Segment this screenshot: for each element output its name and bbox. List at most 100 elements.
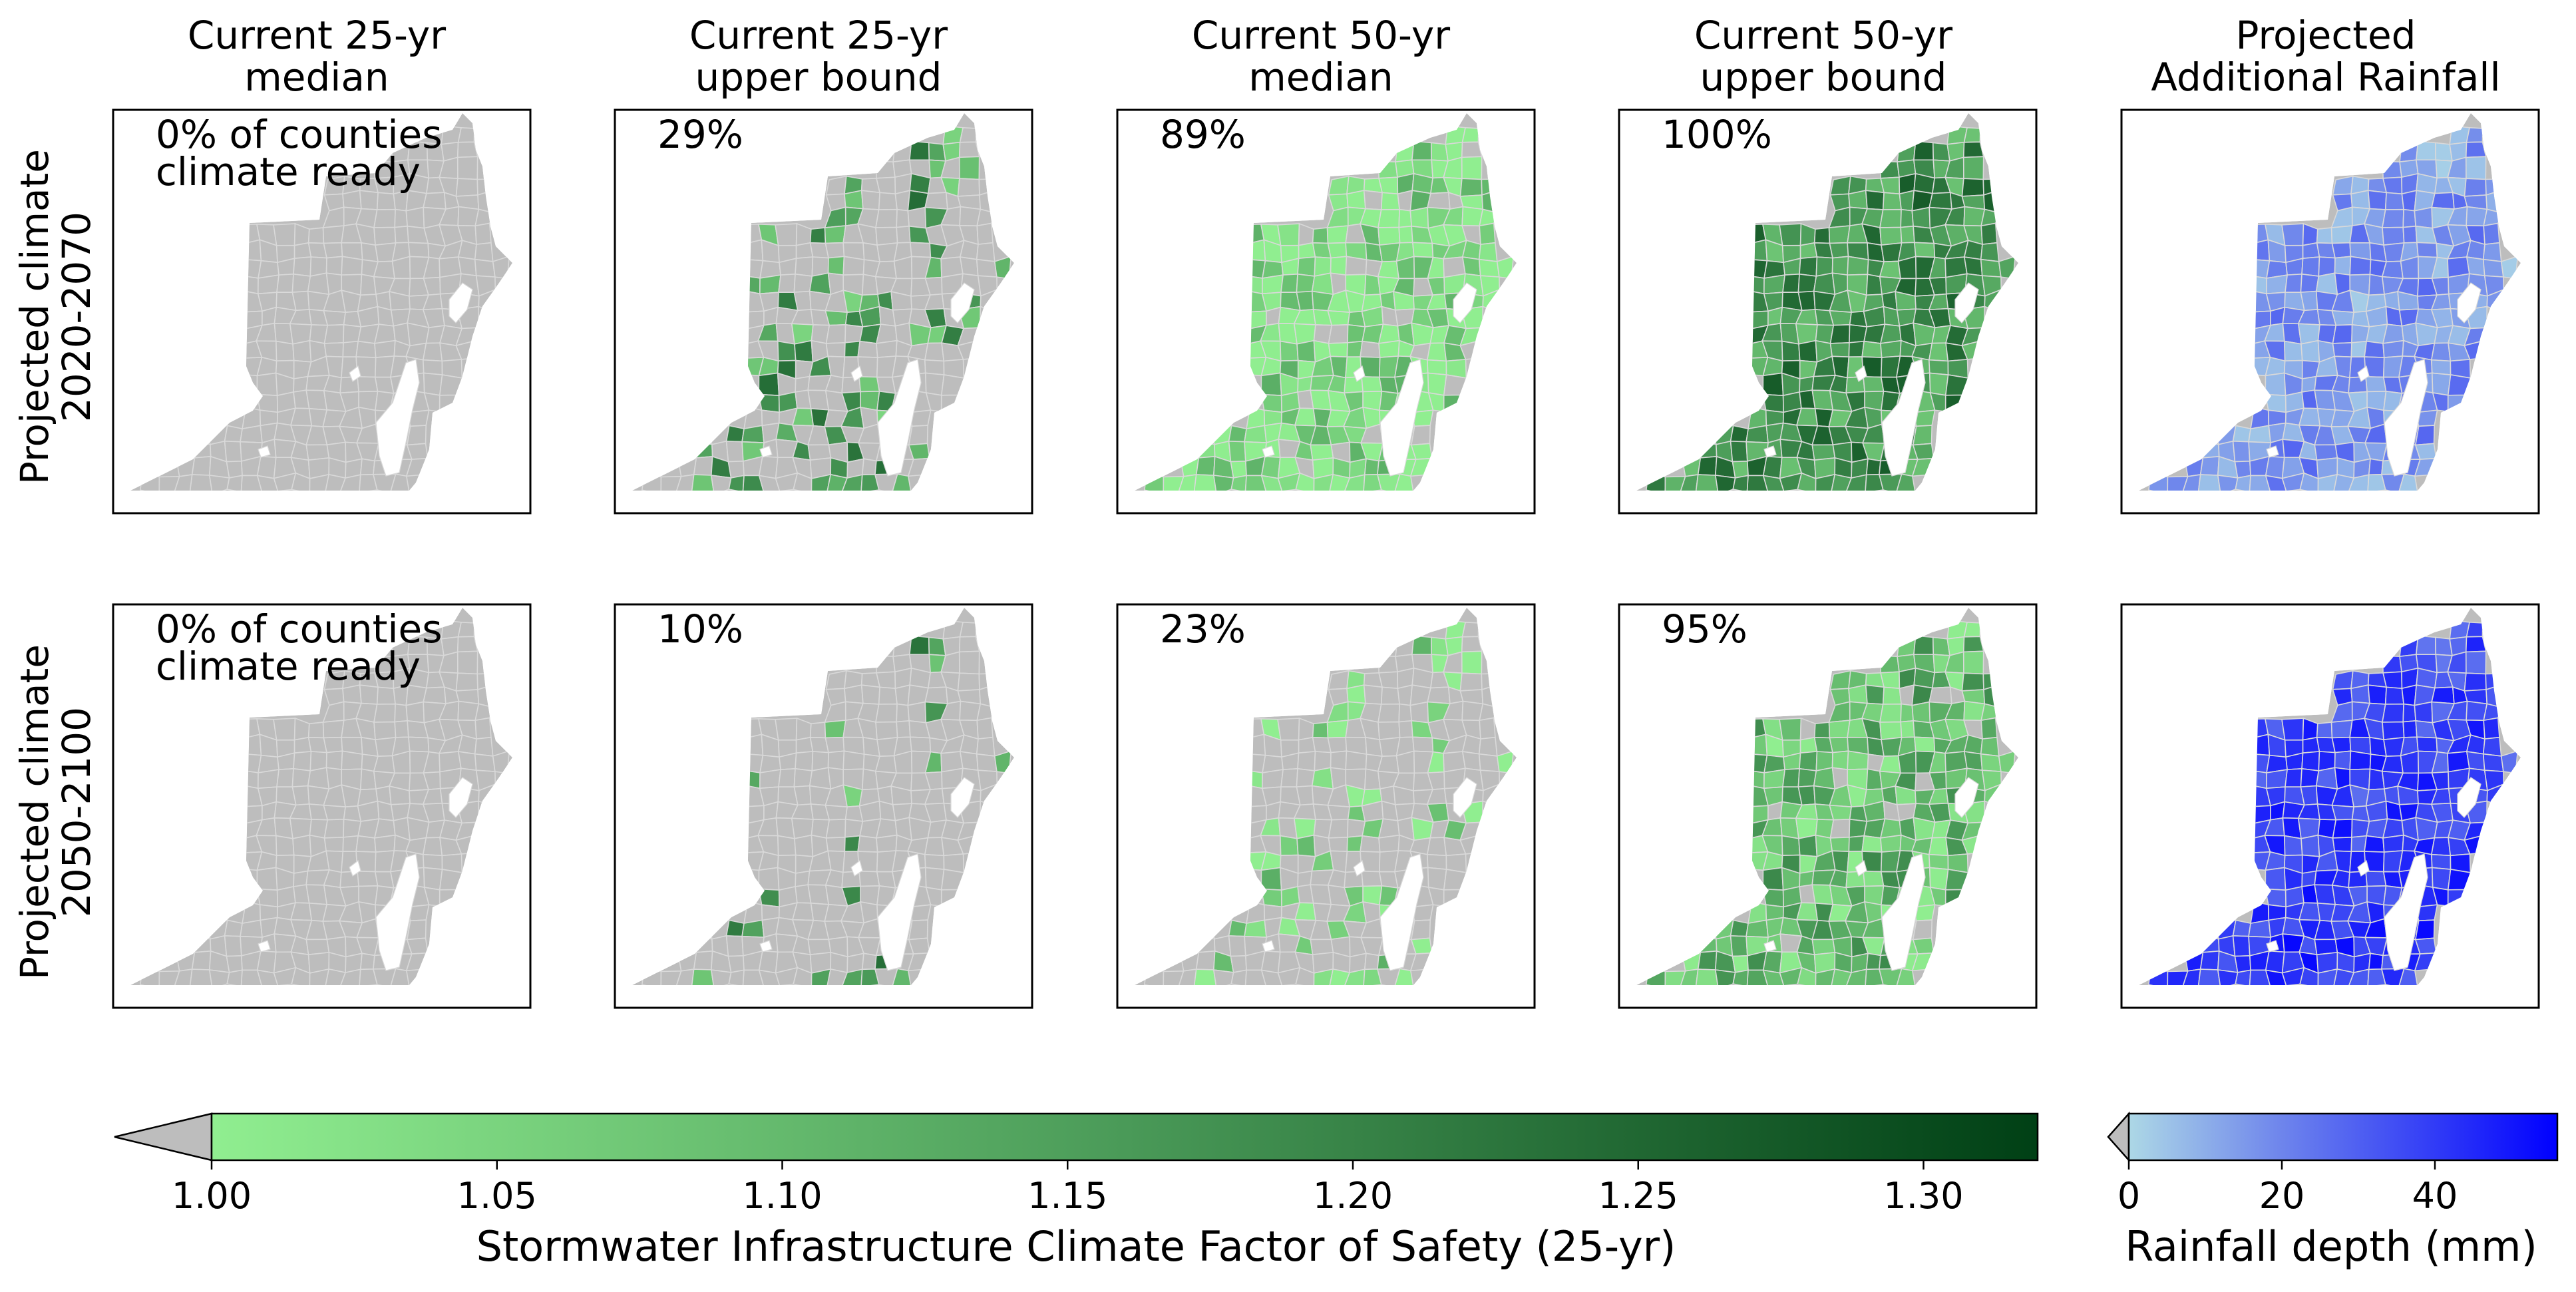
- blue-colorbar: 0 20 40 Rainfall depth (mm): [2107, 1111, 2559, 1271]
- water-body: [2384, 853, 2428, 971]
- county: [2465, 156, 2487, 180]
- county: [2483, 717, 2500, 740]
- county: [794, 339, 814, 363]
- county: [1929, 192, 1952, 210]
- county: [2414, 206, 2434, 229]
- county: [2416, 242, 2438, 258]
- county: [710, 475, 732, 491]
- county: [1443, 394, 1467, 413]
- county: [2367, 190, 2387, 210]
- county: [1928, 837, 1949, 857]
- county: [226, 969, 243, 985]
- county: [824, 225, 846, 244]
- county: [1411, 140, 1433, 161]
- water-body: [877, 853, 922, 971]
- county: [194, 441, 212, 459]
- county: [976, 703, 996, 722]
- panel-frame: [2120, 603, 2540, 1009]
- county: [807, 884, 830, 905]
- county: [1198, 441, 1216, 459]
- county: [373, 260, 395, 280]
- county: [307, 767, 330, 790]
- county: [1461, 636, 1483, 653]
- green-colorbar-tick-label: 1.05: [457, 1175, 537, 1217]
- column-subtitle-2: median: [1248, 55, 1393, 100]
- column-title-2: Current 50-yr: [1192, 13, 1450, 58]
- county: [1296, 785, 1314, 806]
- county: [910, 736, 932, 753]
- county: [359, 953, 375, 970]
- county: [2384, 192, 2404, 210]
- county: [2334, 850, 2352, 873]
- county: [2365, 376, 2387, 393]
- county: [2167, 970, 2189, 985]
- county: [323, 968, 347, 985]
- county: [794, 834, 814, 857]
- county: [1277, 718, 1300, 741]
- county: [1261, 769, 1284, 789]
- county-layer: [1135, 608, 1517, 985]
- county: [1260, 455, 1281, 479]
- column-subtitle-3: upper bound: [1700, 55, 1947, 100]
- county: [1879, 655, 1900, 674]
- water-body: [1763, 445, 1777, 458]
- county: [875, 721, 898, 741]
- county: [1831, 256, 1849, 276]
- blue-colorbar-tick-label: 40: [2412, 1175, 2458, 1217]
- column-titles: Current 25-yr median Current 25-yr upper…: [188, 13, 2501, 100]
- county: [291, 967, 311, 985]
- county: [940, 889, 965, 907]
- county: [2265, 769, 2289, 789]
- county: [1479, 222, 1496, 246]
- county: [1914, 242, 1936, 258]
- county: [474, 736, 494, 757]
- county: [1829, 323, 1851, 344]
- county: [1378, 160, 1398, 179]
- column-title-0: Current 25-yr: [188, 13, 446, 58]
- county: [322, 225, 345, 244]
- county: [1260, 393, 1282, 413]
- county: [958, 650, 980, 675]
- county: [2401, 190, 2418, 212]
- county: [660, 970, 682, 985]
- water-body: [2384, 359, 2428, 477]
- county: [959, 622, 977, 638]
- map-panel-r0-c3: 100%: [1618, 108, 2038, 515]
- blue-colorbar-extend-triangle: [2107, 1111, 2130, 1163]
- county: [1393, 473, 1415, 491]
- county: [291, 472, 311, 491]
- county: [875, 703, 898, 723]
- county: [1829, 804, 1853, 821]
- county: [1748, 734, 1768, 756]
- blue-colorbar-ticks: 0 20 40: [2117, 1160, 2458, 1217]
- county: [777, 340, 797, 362]
- county: [474, 717, 492, 740]
- county: [373, 721, 397, 741]
- county: [1797, 967, 1817, 985]
- county: [1697, 950, 1718, 970]
- county: [1963, 734, 1983, 755]
- county-layer: [130, 608, 512, 985]
- county: [292, 339, 312, 363]
- county: [758, 950, 779, 974]
- county: [842, 256, 865, 276]
- county: [2382, 671, 2403, 690]
- panel-frame: [2120, 108, 2540, 515]
- county: [924, 837, 945, 857]
- county: [1811, 389, 1834, 411]
- county: [394, 208, 409, 228]
- county: [307, 722, 325, 739]
- county: [759, 769, 782, 789]
- county: [2482, 753, 2504, 772]
- county: [976, 242, 996, 262]
- column-subtitle-4: Additional Rainfall: [2151, 55, 2500, 100]
- county: [1260, 372, 1282, 397]
- county: [1327, 736, 1348, 754]
- county: [1346, 835, 1364, 853]
- county: [2314, 389, 2336, 411]
- water-body: [2457, 282, 2482, 323]
- county: [1461, 240, 1481, 260]
- county: [743, 275, 761, 295]
- county: [1378, 176, 1399, 195]
- county: [775, 718, 798, 741]
